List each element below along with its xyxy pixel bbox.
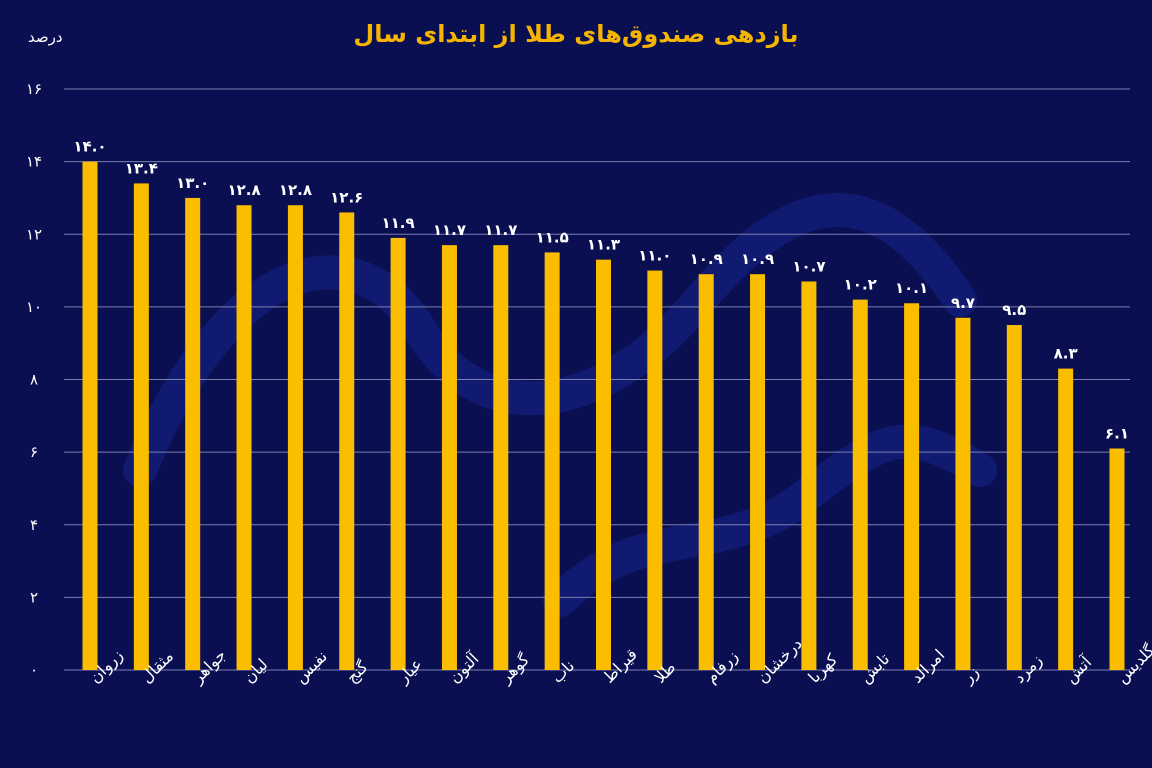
bar	[544, 252, 560, 670]
bar	[955, 317, 971, 670]
chart-title: بازدهی صندوق‌های طلا از ابتدای سال	[353, 20, 799, 48]
y-tick-label: ۱۰	[26, 298, 42, 316]
data-label: ۱۲.۸	[227, 181, 260, 199]
bar	[133, 183, 149, 670]
data-label: ۶.۱	[1105, 424, 1129, 442]
bar	[698, 274, 714, 670]
data-label: ۹.۵	[1002, 301, 1026, 319]
bar	[82, 161, 98, 670]
bars	[82, 161, 1125, 671]
data-label: ۱۱.۷	[433, 221, 466, 239]
bar	[750, 274, 766, 670]
bar	[647, 270, 663, 670]
y-axis-ticks: ۰ ۲ ۴ ۶ ۸ ۱۰ ۱۲ ۱۴ ۱۶	[26, 80, 42, 679]
data-label: ۱۲.۶	[330, 188, 363, 206]
data-label: ۱۱.۷	[484, 221, 517, 239]
data-label: ۱۳.۴	[125, 159, 158, 177]
data-label: ۱۱.۰	[638, 247, 671, 265]
y-axis-unit-label: درصد	[28, 28, 63, 46]
data-label: ۱۱.۳	[587, 236, 620, 254]
y-tick-label: ۱۶	[26, 80, 42, 98]
data-label: ۱۰.۷	[792, 257, 825, 275]
y-tick-label: ۲	[30, 588, 38, 606]
bar	[596, 259, 611, 670]
y-tick-label: ۶	[30, 443, 38, 461]
bar	[185, 197, 201, 670]
y-tick-label: ۱۲	[26, 225, 42, 243]
data-label: ۱۳.۰	[176, 174, 209, 192]
value-labels: ۱۴.۰ ۱۳.۴ ۱۳.۰ ۱۲.۸ ۱۲.۸ ۱۲.۶ ۱۱.۹ ۱۱.۷ ۱۱.۷ ۱۱.۵…	[73, 138, 1129, 443]
data-label: ۱۴.۰	[73, 138, 106, 156]
data-label: ۱۱.۵	[536, 228, 569, 246]
bar	[801, 281, 817, 670]
bar	[904, 303, 920, 670]
data-label: ۹.۷	[951, 294, 975, 312]
bar	[287, 205, 303, 670]
data-label: ۱۰.۹	[690, 250, 723, 268]
data-label: ۱۰.۹	[741, 250, 774, 268]
data-label: ۱۲.۸	[279, 181, 312, 199]
y-tick-label: ۱۴	[26, 153, 42, 171]
bar	[1006, 325, 1022, 670]
data-label: ۱۰.۲	[844, 276, 877, 294]
bar	[390, 237, 406, 670]
bar	[1058, 368, 1074, 670]
bar	[339, 212, 355, 670]
data-label: ۱۰.۱	[895, 279, 928, 297]
bar	[441, 245, 457, 671]
y-tick-label: ۸	[30, 371, 38, 389]
bar	[236, 205, 252, 670]
y-tick-label: ۰	[30, 661, 38, 679]
bar	[493, 245, 509, 671]
data-label: ۸.۳	[1054, 345, 1078, 363]
data-label: ۱۱.۹	[382, 214, 415, 232]
bar	[852, 299, 868, 670]
bar	[1109, 448, 1125, 670]
y-tick-label: ۴	[30, 516, 38, 534]
